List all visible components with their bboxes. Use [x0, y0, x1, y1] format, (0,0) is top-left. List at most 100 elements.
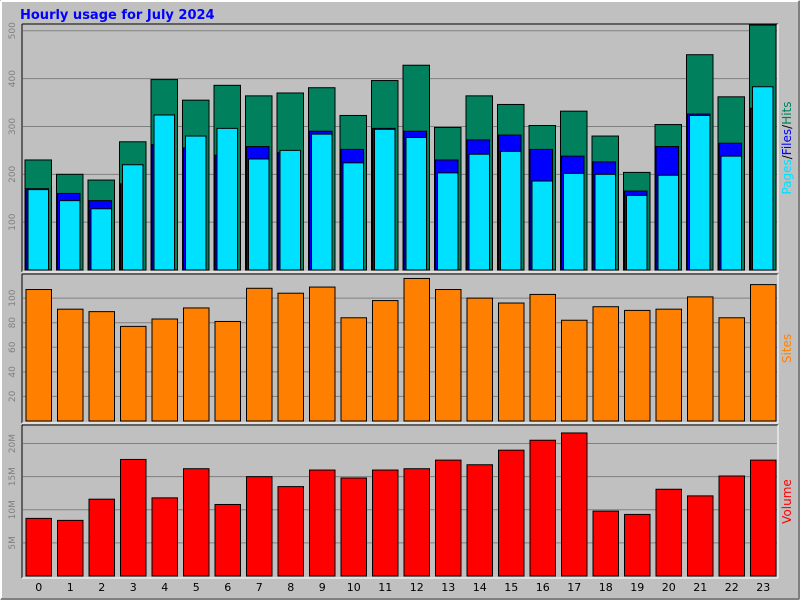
- bar-pages: [311, 133, 333, 271]
- bar-pages: [626, 194, 648, 271]
- x-axis-ticks: 0 1 2 3 4 5 6 7 8 9 10 11 12 13 14 15 16 17 18 19 20 21 22 23: [35, 581, 770, 594]
- bar-sites: [592, 306, 619, 422]
- y-label-part: /: [780, 124, 794, 129]
- bar-volume: [372, 469, 399, 577]
- bar-sites: [214, 320, 241, 422]
- x-tick-label: 16: [536, 581, 550, 594]
- bar-pages: [59, 200, 81, 271]
- y-tick-label: 15M: [8, 467, 18, 486]
- bar-volume: [88, 498, 115, 577]
- bar-volume: [25, 517, 52, 577]
- y-tick-label: 500: [8, 22, 18, 39]
- y-tick-label: 10M: [8, 500, 18, 519]
- y-tick-label: 80: [8, 317, 18, 329]
- bar-sites: [750, 284, 777, 422]
- bar-pages: [752, 86, 774, 271]
- bar-sites: [372, 300, 399, 422]
- x-tick-label: 3: [130, 581, 137, 594]
- x-tick-label: 14: [473, 581, 487, 594]
- bar-volume: [750, 459, 777, 577]
- bar-sites: [57, 308, 84, 422]
- x-tick-label: 1: [67, 581, 74, 594]
- bar-volume: [624, 513, 651, 577]
- x-tick-label: 5: [193, 581, 200, 594]
- bar-pages: [185, 135, 207, 271]
- bar-pages: [248, 158, 270, 271]
- y-axis-label-sites: Sites: [780, 334, 794, 363]
- y-label-part: Volume: [780, 479, 794, 524]
- bar-pages: [689, 114, 711, 271]
- bar-sites: [498, 302, 525, 422]
- x-tick-label: 23: [756, 581, 770, 594]
- bar-pages: [468, 153, 490, 271]
- bar-pages: [90, 208, 112, 271]
- bar-pages: [279, 149, 301, 271]
- x-tick-label: 2: [98, 581, 105, 594]
- bar-pages: [122, 164, 144, 271]
- bar-pages: [27, 189, 49, 271]
- y-tick-label: 20: [8, 390, 18, 402]
- bar-pages: [374, 128, 396, 271]
- bar-sites: [151, 318, 178, 422]
- bar-volume: [718, 475, 745, 577]
- x-tick-label: 18: [599, 581, 613, 594]
- bar-pages: [153, 114, 175, 271]
- bar-volume: [120, 458, 147, 577]
- bar-volume: [529, 439, 556, 577]
- x-tick-label: 20: [662, 581, 676, 594]
- panel-area: [22, 274, 778, 423]
- bar-volume: [687, 495, 714, 577]
- y-label-part: /: [780, 154, 794, 159]
- bar-pages: [594, 173, 616, 271]
- bar-pages: [657, 174, 679, 271]
- x-tick-label: 19: [630, 581, 644, 594]
- panel-sites: 20 40 60 80 100 Sites: [8, 273, 794, 424]
- bar-volume: [655, 488, 682, 577]
- panels: 100200300400500Pages/Files/Hits204060801…: [8, 22, 794, 579]
- y-tick-label: 400: [8, 70, 18, 87]
- bar-sites: [340, 317, 367, 422]
- x-tick-label: 0: [35, 581, 42, 594]
- bar-volume: [183, 468, 210, 577]
- panel-volume: 5M 10M 15M 20M Volume: [8, 424, 794, 579]
- bar-sites: [183, 307, 210, 422]
- y-label-part: Pages: [780, 159, 794, 194]
- bar-sites: [687, 296, 714, 422]
- y-label-part: Sites: [780, 334, 794, 363]
- bar-sites: [561, 319, 588, 422]
- bar-volume: [466, 464, 493, 577]
- bar-sites: [655, 308, 682, 422]
- bar-volume: [592, 510, 619, 577]
- bar-sites: [466, 297, 493, 422]
- bar-volume: [151, 497, 178, 577]
- bar-sites: [624, 309, 651, 422]
- bar-sites: [277, 292, 304, 422]
- bar-pages: [531, 180, 553, 271]
- bar-volume: [57, 519, 84, 577]
- bar-pages: [405, 136, 427, 271]
- bar-volume: [214, 503, 241, 577]
- x-tick-label: 9: [319, 581, 326, 594]
- bar-sites: [120, 325, 147, 422]
- y-label-part: Files: [780, 129, 794, 155]
- x-tick-label: 11: [378, 581, 392, 594]
- y-tick-label: 20M: [8, 434, 18, 453]
- bar-volume: [309, 469, 336, 577]
- chart-title: Hourly usage for July 2024: [20, 8, 215, 23]
- panel-area: [22, 24, 778, 272]
- bar-pages: [720, 155, 742, 271]
- bar-sites: [309, 286, 336, 422]
- y-tick-label: 40: [8, 366, 18, 378]
- x-tick-label: 13: [441, 581, 455, 594]
- bar-sites: [718, 317, 745, 422]
- x-tick-label: 21: [693, 581, 707, 594]
- y-axis-label-volume: Volume: [780, 479, 794, 524]
- y-label-part: Hits: [780, 101, 794, 124]
- x-tick-label: 10: [347, 581, 361, 594]
- bar-sites: [88, 311, 115, 422]
- x-tick-label: 17: [567, 581, 581, 594]
- x-tick-label: 22: [725, 581, 739, 594]
- bar-volume: [246, 476, 273, 577]
- y-tick-label: 300: [8, 118, 18, 135]
